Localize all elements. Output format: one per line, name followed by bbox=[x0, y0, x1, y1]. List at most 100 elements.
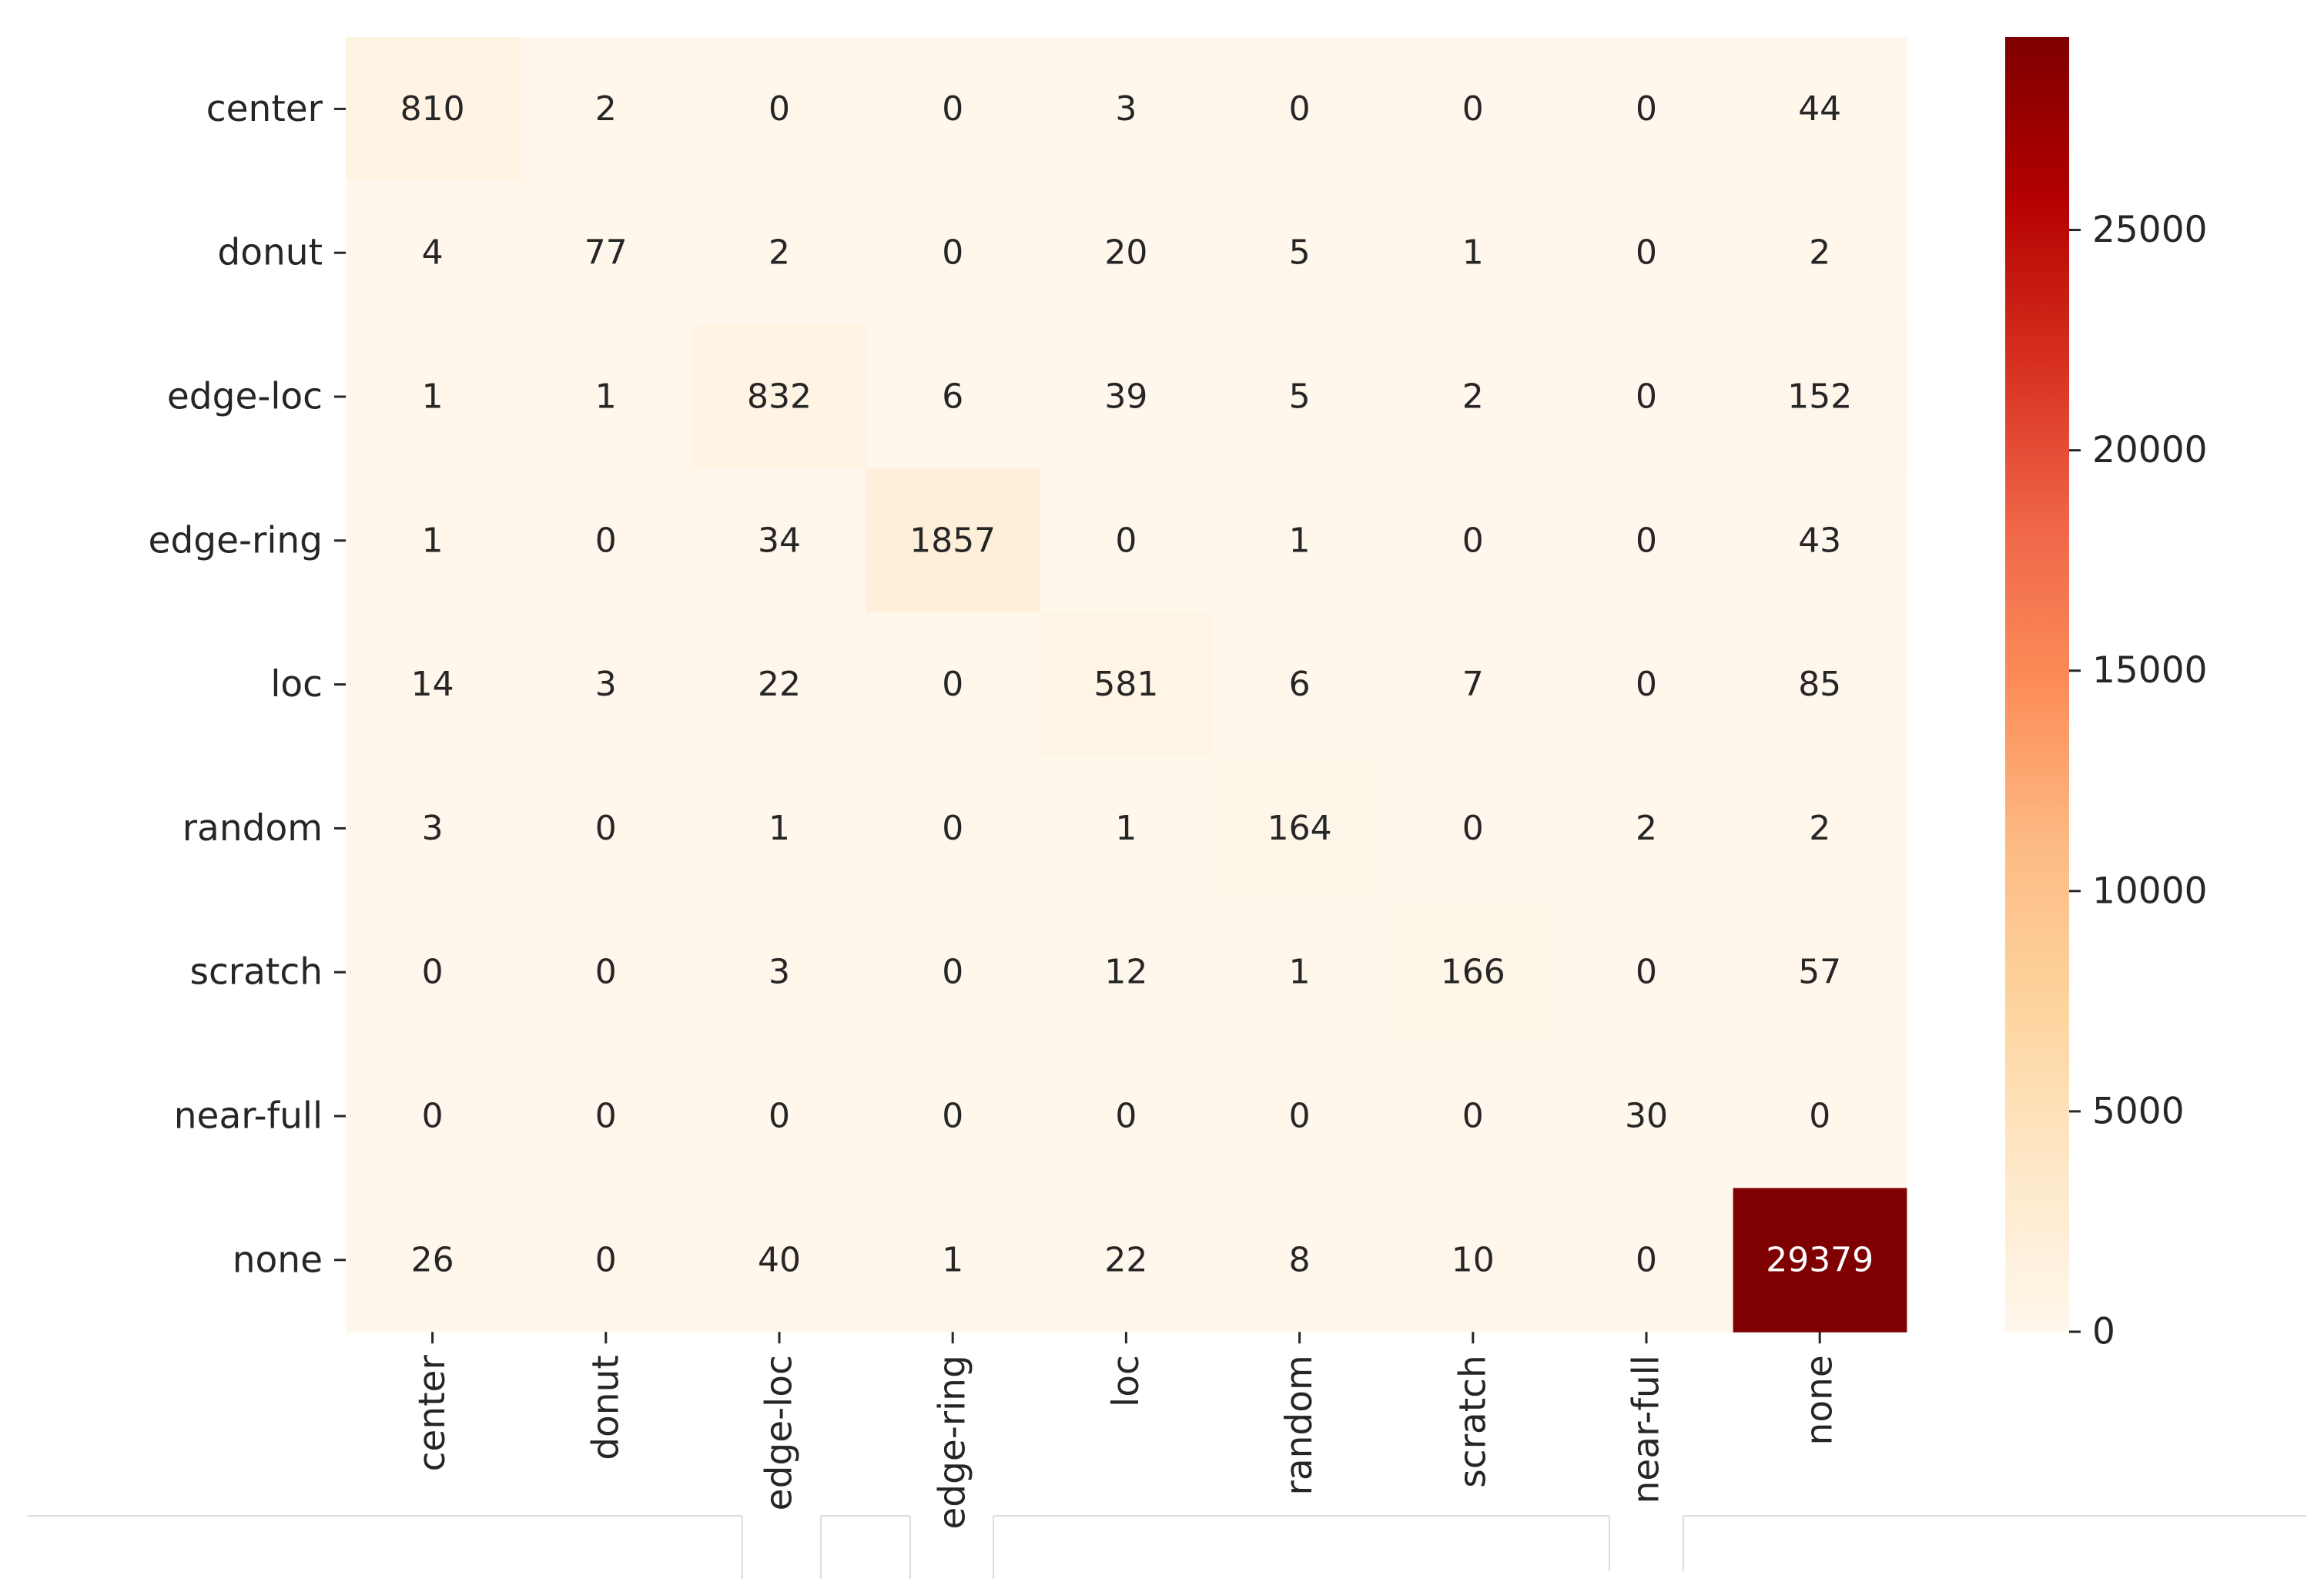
cell-value-label: 0 bbox=[942, 1097, 963, 1136]
heatmap-cell bbox=[1733, 180, 1907, 326]
cell-value-label: 1 bbox=[1289, 953, 1311, 992]
cell-value-label: 22 bbox=[758, 665, 801, 704]
cell-value-label: 152 bbox=[1787, 377, 1852, 417]
heatmap-cell bbox=[1386, 324, 1560, 469]
cell-value-label: 0 bbox=[1462, 521, 1484, 560]
heatmap-cell bbox=[866, 37, 1040, 182]
heatmap-cell bbox=[1559, 612, 1734, 757]
heatmap-cell bbox=[1733, 468, 1907, 613]
row-axis: center donut edge-loc edge-ring loc random scr… bbox=[149, 88, 346, 1281]
cell-value-label: 0 bbox=[1809, 1097, 1830, 1136]
heatmap-cell bbox=[1559, 180, 1734, 326]
cell-value-label: 0 bbox=[422, 953, 444, 992]
cell-value-label: 29379 bbox=[1766, 1240, 1874, 1279]
heatmap-cell bbox=[1386, 468, 1560, 613]
heatmap-cell bbox=[1213, 756, 1387, 901]
heatmap-cell bbox=[692, 37, 867, 182]
heatmap-cell bbox=[346, 324, 520, 469]
heatmap-cell bbox=[519, 612, 693, 757]
cell-value-label: 0 bbox=[595, 1240, 617, 1279]
heatmap-cell bbox=[519, 180, 693, 326]
cell-value-label: 0 bbox=[1462, 1097, 1484, 1136]
heatmap-cell bbox=[1559, 468, 1734, 613]
row-tick-label: loc bbox=[270, 663, 323, 706]
heatmap-cell bbox=[1039, 756, 1214, 901]
cell-value-label: 4 bbox=[422, 233, 444, 273]
cell-value-label: 1 bbox=[1115, 809, 1137, 848]
cell-value-label: 2 bbox=[595, 89, 617, 129]
heatmap-cell bbox=[692, 756, 867, 901]
heatmap-cell bbox=[866, 612, 1040, 757]
heatmap-cell bbox=[346, 180, 520, 326]
cell-value-label: 0 bbox=[942, 665, 963, 704]
column-tick-label: scratch bbox=[1452, 1355, 1494, 1488]
cell-value-label: 0 bbox=[942, 233, 963, 273]
heatmap-cell bbox=[1733, 1188, 1907, 1333]
heatmap-cell bbox=[519, 37, 693, 182]
cell-value-label: 5 bbox=[1289, 377, 1311, 417]
heatmap-cell bbox=[692, 900, 867, 1045]
colorbar-tick-label: 15000 bbox=[2092, 649, 2208, 692]
column-tick-label: edge-ring bbox=[932, 1355, 974, 1529]
heatmap-cell bbox=[1213, 1188, 1387, 1333]
row-tick-label: donut bbox=[217, 232, 323, 274]
cell-value-label: 5 bbox=[1289, 233, 1311, 273]
heatmap-cell bbox=[1559, 1188, 1734, 1333]
heatmap-cell bbox=[1039, 180, 1214, 326]
heatmap-cell bbox=[1213, 468, 1387, 613]
heatmap-cell bbox=[1733, 37, 1907, 182]
cell-value-label: 0 bbox=[1636, 377, 1657, 417]
heatmap-cell bbox=[346, 900, 520, 1045]
cell-value-label: 0 bbox=[1636, 233, 1657, 273]
cell-value-label: 0 bbox=[769, 1097, 790, 1136]
heatmap-cell bbox=[1733, 324, 1907, 469]
cell-value-label: 8 bbox=[1289, 1240, 1311, 1279]
heatmap-cell bbox=[692, 468, 867, 613]
heatmap-cell bbox=[866, 324, 1040, 469]
cell-value-label: 6 bbox=[942, 377, 963, 417]
cell-value-label: 1 bbox=[595, 377, 617, 417]
cell-value-label: 20 bbox=[1104, 233, 1147, 273]
heatmap-cell bbox=[1039, 468, 1214, 613]
heatmap-cell bbox=[346, 1188, 520, 1333]
heatmap-cell bbox=[866, 756, 1040, 901]
heatmap-cells bbox=[346, 37, 1907, 1333]
heatmap-cell bbox=[866, 1044, 1040, 1188]
cell-value-label: 0 bbox=[422, 1097, 444, 1136]
heatmap-cell bbox=[1386, 180, 1560, 326]
cell-value-label: 0 bbox=[1636, 89, 1657, 129]
heatmap-cell bbox=[1039, 37, 1214, 182]
heatmap-cell bbox=[1559, 756, 1734, 901]
heatmap-cell bbox=[1559, 37, 1734, 182]
column-tick-label: donut bbox=[584, 1355, 627, 1460]
row-tick-label: edge-ring bbox=[149, 519, 323, 562]
cell-value-label: 1 bbox=[1462, 233, 1484, 273]
cell-value-label: 40 bbox=[758, 1240, 801, 1279]
cell-value-label: 43 bbox=[1798, 521, 1841, 560]
heatmap-cell bbox=[1386, 1044, 1560, 1188]
heatmap-cell bbox=[346, 612, 520, 757]
heatmap-cell bbox=[1733, 756, 1907, 901]
row-tick-label: edge-loc bbox=[167, 376, 323, 418]
column-tick-label: center bbox=[411, 1355, 454, 1472]
cell-value-label: 10 bbox=[1452, 1240, 1495, 1279]
cell-value-label: 2 bbox=[1636, 809, 1657, 848]
cell-value-label: 0 bbox=[595, 1097, 617, 1136]
heatmap-cell bbox=[692, 612, 867, 757]
heatmap-cell bbox=[1733, 612, 1907, 757]
heatmap-cell bbox=[1559, 324, 1734, 469]
cell-value-label: 0 bbox=[1636, 521, 1657, 560]
heatmap-cell bbox=[1213, 900, 1387, 1045]
heatmap-cell bbox=[1386, 756, 1560, 901]
cell-value-label: 57 bbox=[1798, 953, 1841, 992]
heatmap-cell bbox=[1733, 1044, 1907, 1188]
row-tick-label: center bbox=[206, 88, 323, 130]
cell-value-label: 22 bbox=[1104, 1240, 1147, 1279]
row-tick-label: random bbox=[183, 807, 323, 850]
heatmap-cell bbox=[346, 1044, 520, 1188]
cell-value-label: 2 bbox=[1462, 377, 1484, 417]
cell-value-label: 7 bbox=[1462, 665, 1484, 704]
cell-value-label: 0 bbox=[595, 809, 617, 848]
cell-value-label: 12 bbox=[1104, 953, 1147, 992]
